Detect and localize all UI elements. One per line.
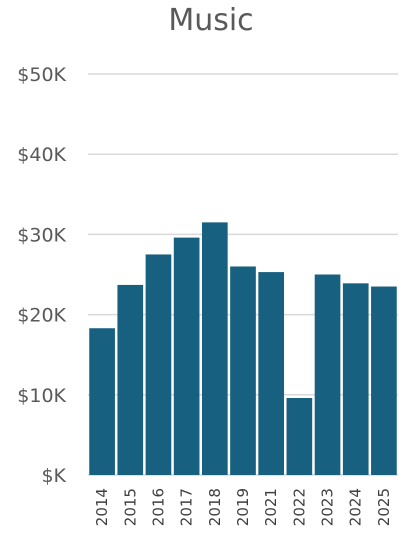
x-tick-label: 2016: [149, 488, 167, 526]
bar-2014: [89, 328, 115, 475]
bar-2022: [286, 398, 313, 475]
y-tick-label: $20K: [17, 305, 66, 327]
y-tick-label: $50K: [17, 64, 66, 86]
x-axis-ticks: 2014 2015 2016 2017 2018 2019 2021 2022 2023 2024…: [93, 488, 393, 526]
y-tick-label: $30K: [17, 224, 66, 246]
x-tick-label: 2023: [319, 488, 337, 526]
y-tick-label: $40K: [17, 144, 66, 166]
x-tick-label: 2024: [347, 488, 365, 526]
x-tick-label: 2025: [375, 488, 393, 526]
y-tick-label: $10K: [17, 385, 66, 407]
x-tick-label: 2017: [178, 488, 196, 526]
x-tick-label: 2021: [262, 488, 280, 526]
x-tick-label: 2015: [121, 488, 139, 526]
x-tick-label: 2019: [234, 488, 252, 526]
bars: [89, 222, 397, 475]
x-tick-label: 2014: [93, 488, 111, 526]
bar-2018: [201, 222, 228, 475]
bar-2017: [173, 237, 200, 475]
bar-2019: [230, 266, 256, 475]
bar-2021: [258, 272, 285, 475]
chart-title: Music: [168, 3, 253, 38]
y-axis-ticks: $K $10K $20K $30K $40K $50K: [17, 64, 66, 487]
x-tick-label: 2022: [290, 488, 308, 526]
bar-2023: [314, 274, 341, 475]
bar-2024: [342, 283, 369, 475]
y-tick-label: $K: [41, 465, 66, 487]
x-tick-label: 2018: [206, 488, 224, 526]
bar-2015: [117, 284, 144, 475]
bar-2025: [371, 286, 397, 475]
bar-2016: [145, 254, 172, 475]
